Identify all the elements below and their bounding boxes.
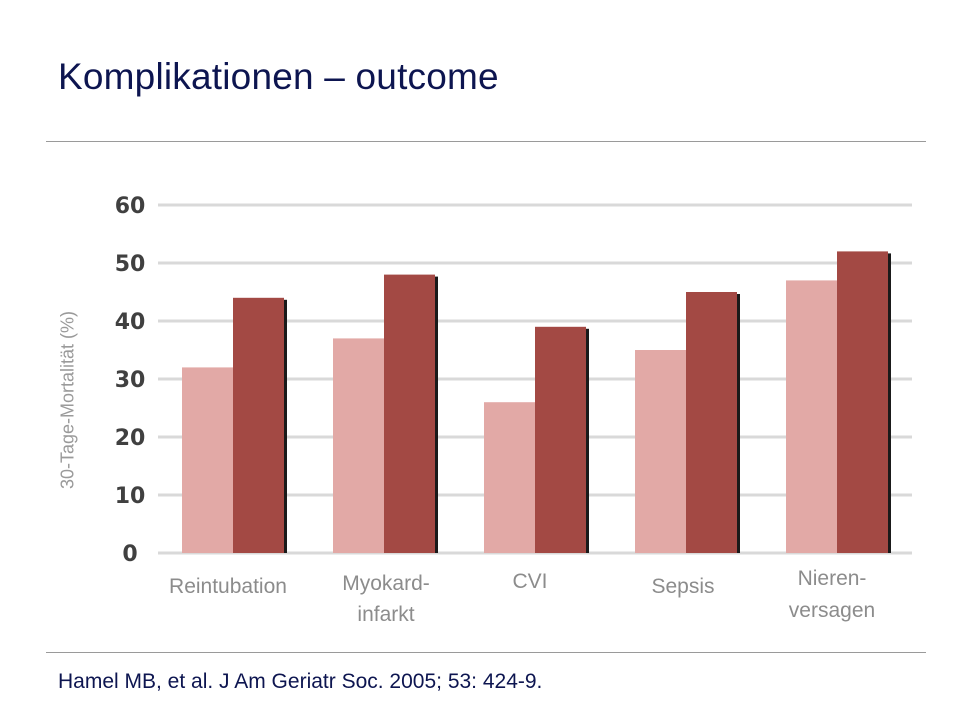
bar bbox=[233, 297, 284, 553]
x-category-label: infarkt bbox=[357, 603, 414, 626]
bar bbox=[686, 292, 737, 553]
x-category-label: Myokard- bbox=[342, 572, 430, 595]
title-divider bbox=[46, 141, 926, 142]
y-tick-label: 20 bbox=[115, 426, 146, 451]
x-category-label: Reintubation bbox=[169, 575, 287, 598]
bar bbox=[535, 326, 586, 553]
y-tick-label: 30 bbox=[115, 368, 146, 393]
bar bbox=[635, 350, 686, 553]
bar bbox=[333, 338, 384, 553]
bar bbox=[384, 274, 435, 553]
y-tick-label: 10 bbox=[115, 484, 146, 509]
y-tick-label: 50 bbox=[115, 252, 146, 277]
bar bbox=[484, 402, 535, 553]
y-tick-label: 60 bbox=[115, 194, 146, 219]
bar bbox=[182, 367, 233, 553]
y-axis-label: 30-Tage-Mortalität (%) bbox=[57, 310, 78, 490]
bar bbox=[837, 251, 888, 553]
citation: Hamel MB, et al. J Am Geriatr Soc. 2005;… bbox=[58, 670, 543, 693]
x-category-label: Sepsis bbox=[651, 575, 714, 598]
x-category-label: versagen bbox=[789, 599, 875, 622]
footer-divider bbox=[46, 652, 926, 653]
slide-title: Komplikationen – outcome bbox=[58, 56, 499, 97]
x-category-label: CVI bbox=[512, 570, 547, 593]
y-tick-label: 0 bbox=[122, 542, 137, 567]
bar bbox=[786, 280, 837, 553]
x-category-label: Nieren- bbox=[798, 567, 867, 590]
y-tick-label: 40 bbox=[115, 310, 146, 335]
